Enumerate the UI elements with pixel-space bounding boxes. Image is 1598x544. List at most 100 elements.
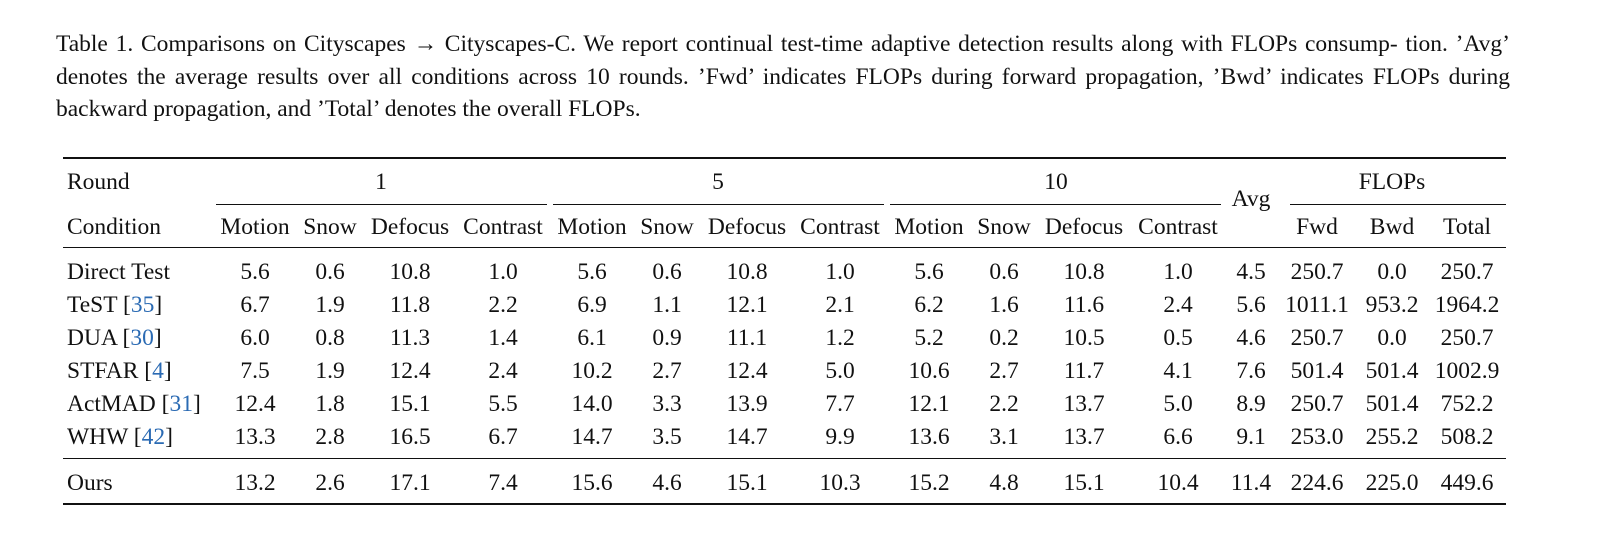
table-cell: 9.9 [825,424,855,450]
table-cell: 0.6 [315,259,345,285]
citation-link[interactable]: 42 [141,424,166,450]
table-cell: 10.6 [908,358,950,384]
table-cell: 224.6 [1290,470,1344,496]
table-cell: 0.8 [315,325,345,351]
table-cell: 6.1 [577,325,607,351]
table-cell: 1.4 [488,325,518,351]
table-cell: 10.8 [389,259,431,285]
table-cell: 1.0 [488,259,518,285]
table-cell: 1002.9 [1434,358,1500,384]
citation-link[interactable]: 31 [169,391,193,417]
table-cell: 8.9 [1236,391,1266,417]
method-cell: Ours [67,469,113,497]
table-cell: 2.2 [488,292,518,318]
table-cell: 17.1 [389,470,431,496]
table-cell: 13.2 [234,470,276,496]
condition-col-header: Contrast [463,214,543,240]
flops-col-header: Bwd [1369,214,1415,240]
method-cell: ActMAD [31] [67,391,201,417]
table-cell: 1.2 [825,325,855,351]
table-cell: 14.7 [571,424,613,450]
table-cell: 5.6 [577,259,607,285]
table-cell: 10.2 [571,358,613,384]
condition-header: Condition [67,214,162,240]
table-cell: 11.1 [726,325,768,351]
round-5-header: 5 [712,169,724,195]
table-cell: 2.7 [652,358,682,384]
table-cell: 6.7 [240,292,270,318]
table-cell: 953.2 [1365,292,1419,318]
table-cell: 12.1 [908,391,950,417]
table-cell: 5.6 [1236,292,1266,318]
table-cell: 2.7 [989,358,1019,384]
table-cell: 2.1 [825,292,855,318]
table-cell: 6.9 [577,292,607,318]
table-cell: 1964.2 [1434,292,1500,318]
caption-line-2: tion. ’Avg’ denotes the average results … [56,31,1510,90]
table-cell: 11.8 [389,292,431,318]
table-cell: 250.7 [1440,259,1494,285]
table-caption: Table 1. Comparisons on Cityscapes → Cit… [56,28,1510,126]
citation-link[interactable]: 4 [152,358,164,384]
method-cell: Direct Test [67,258,170,286]
table-cell: 253.0 [1290,424,1344,450]
round-10-header: 10 [1044,169,1068,195]
table-cell: 13.9 [726,391,768,417]
condition-col-header: Motion [557,214,627,240]
table-cell: 4.5 [1236,259,1266,285]
table-cell: 255.2 [1365,424,1419,450]
table-cell: 3.1 [989,424,1019,450]
table-cell: 11.4 [1230,470,1272,496]
avg-header: Avg [1231,186,1271,212]
citation-link[interactable]: 35 [130,292,155,318]
table-cell: 5.0 [825,358,855,384]
table-cell: 1.9 [315,358,345,384]
table-cell: 250.7 [1440,325,1494,351]
table-cell: 1.6 [989,292,1019,318]
round-1-underline [216,204,547,205]
ours-separator-rule [63,458,1506,460]
table-cell: 508.2 [1440,424,1494,450]
method-cell: TeST [35] [67,292,163,318]
table-cell: 449.6 [1440,470,1494,496]
caption-line-1: Table 1. Comparisons on Cityscapes → Cit… [56,31,1398,57]
table-cell: 0.5 [1163,325,1193,351]
condition-col-header: Snow [303,214,357,240]
table-cell: 3.3 [652,391,682,417]
table-cell: 3.5 [652,424,682,450]
table-cell: 4.6 [1236,325,1266,351]
table-bottom-rule [63,503,1506,505]
flops-col-header: Fwd [1296,214,1338,240]
table-cell: 7.4 [488,470,518,496]
table-cell: 16.5 [389,424,431,450]
table-cell: 1.8 [315,391,345,417]
method-name: ActMAD [67,391,156,417]
table-cell: 0.9 [652,325,682,351]
table-cell: 10.4 [1157,470,1199,496]
flops-underline [1290,204,1506,205]
method-cell: DUA [30] [67,325,162,351]
table-cell: 0.6 [989,259,1019,285]
table-cell: 7.5 [240,358,270,384]
table-cell: 752.2 [1440,391,1494,417]
table-cell: 1011.1 [1285,292,1349,318]
condition-col-header: Motion [220,214,290,240]
condition-col-header: Contrast [1138,214,1218,240]
table-cell: 6.6 [1163,424,1193,450]
method-cell: STFAR [4] [67,358,172,384]
table-cell: 250.7 [1290,391,1344,417]
method-cell: WHW [42] [67,424,173,450]
table-cell: 11.7 [1063,358,1105,384]
condition-col-header: Defocus [707,214,787,240]
table-cell: 15.1 [389,391,431,417]
citation-link[interactable]: 30 [130,325,154,351]
table-cell: 10.3 [819,470,861,496]
round-10-underline [890,204,1221,205]
round-5-underline [553,204,884,205]
table-cell: 13.3 [234,424,276,450]
flops-header: FLOPs [1358,169,1426,195]
table-cell: 1.0 [825,259,855,285]
table-cell: 12.1 [726,292,768,318]
table-cell: 7.7 [825,391,855,417]
round-header: Round [67,169,130,195]
